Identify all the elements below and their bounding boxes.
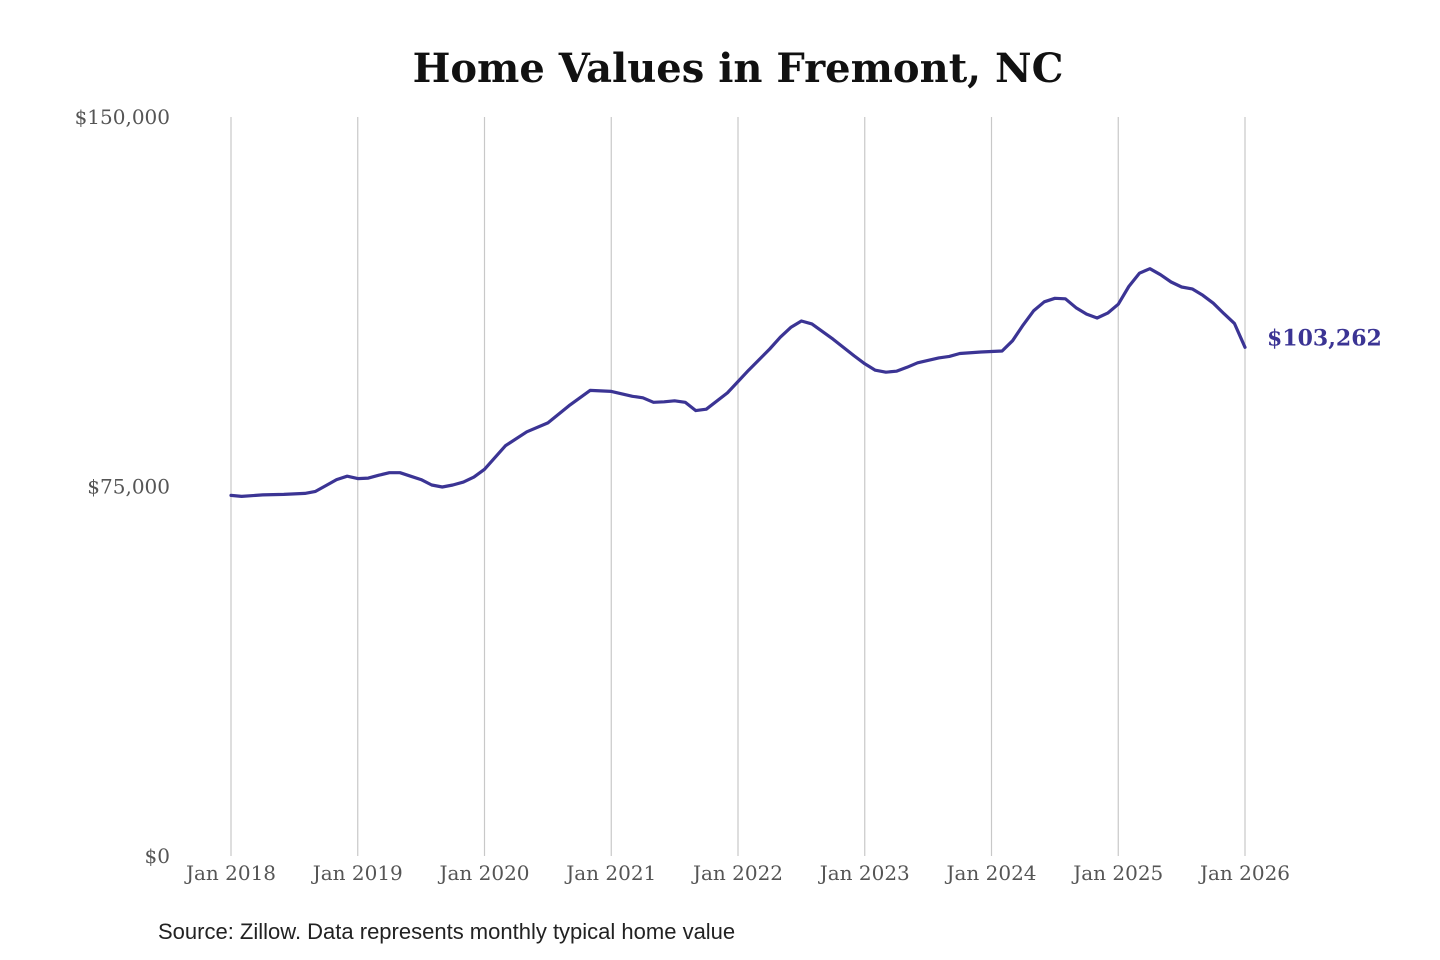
x-axis-ticks: Jan 2018 Jan 2019 Jan 2020 Jan 2021 Jan 2022… (184, 861, 1290, 885)
x-tick-label: Jan 2026 (1198, 861, 1290, 885)
series-line (229, 267, 1247, 498)
source-note: Source: Zillow. Data represents monthly … (158, 919, 735, 944)
x-tick-label: Jan 2020 (437, 861, 529, 885)
x-tick-label: Jan 2022 (691, 861, 783, 885)
y-tick-label: $75,000 (87, 475, 170, 499)
x-tick-label: Jan 2025 (1071, 861, 1163, 885)
gridlines (230, 117, 1246, 856)
x-tick-label: Jan 2021 (564, 861, 656, 885)
x-tick-label: Jan 2024 (944, 861, 1036, 885)
chart-title: Home Values in Fremont, NC (413, 45, 1064, 92)
end-value-label: $103,262 (1267, 325, 1382, 351)
x-tick-label: Jan 2023 (818, 861, 910, 885)
y-axis-ticks: $0 $75,000 $150,000 (75, 105, 170, 868)
x-tick-label: Jan 2018 (184, 861, 276, 885)
y-tick-label: $150,000 (75, 105, 170, 129)
y-tick-label: $0 (145, 844, 170, 868)
x-tick-label: Jan 2019 (311, 861, 403, 885)
